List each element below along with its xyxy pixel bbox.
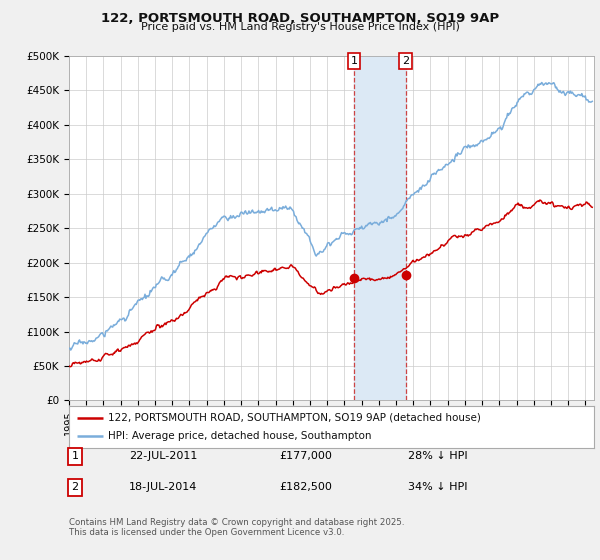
Text: 2: 2 (71, 482, 79, 492)
Text: HPI: Average price, detached house, Southampton: HPI: Average price, detached house, Sout… (109, 431, 372, 441)
Text: 122, PORTSMOUTH ROAD, SOUTHAMPTON, SO19 9AP (detached house): 122, PORTSMOUTH ROAD, SOUTHAMPTON, SO19 … (109, 413, 481, 423)
Text: Price paid vs. HM Land Registry's House Price Index (HPI): Price paid vs. HM Land Registry's House … (140, 22, 460, 32)
Text: Contains HM Land Registry data © Crown copyright and database right 2025.
This d: Contains HM Land Registry data © Crown c… (69, 518, 404, 538)
Text: £177,000: £177,000 (279, 451, 332, 461)
Text: 122, PORTSMOUTH ROAD, SOUTHAMPTON, SO19 9AP: 122, PORTSMOUTH ROAD, SOUTHAMPTON, SO19 … (101, 12, 499, 25)
Text: 1: 1 (350, 56, 358, 66)
Text: 18-JUL-2014: 18-JUL-2014 (129, 482, 197, 492)
Text: 34% ↓ HPI: 34% ↓ HPI (408, 482, 467, 492)
Text: £182,500: £182,500 (279, 482, 332, 492)
Text: 28% ↓ HPI: 28% ↓ HPI (408, 451, 467, 461)
Text: 2: 2 (402, 56, 409, 66)
Text: 22-JUL-2011: 22-JUL-2011 (129, 451, 197, 461)
Text: 1: 1 (71, 451, 79, 461)
Bar (354, 56, 406, 400)
